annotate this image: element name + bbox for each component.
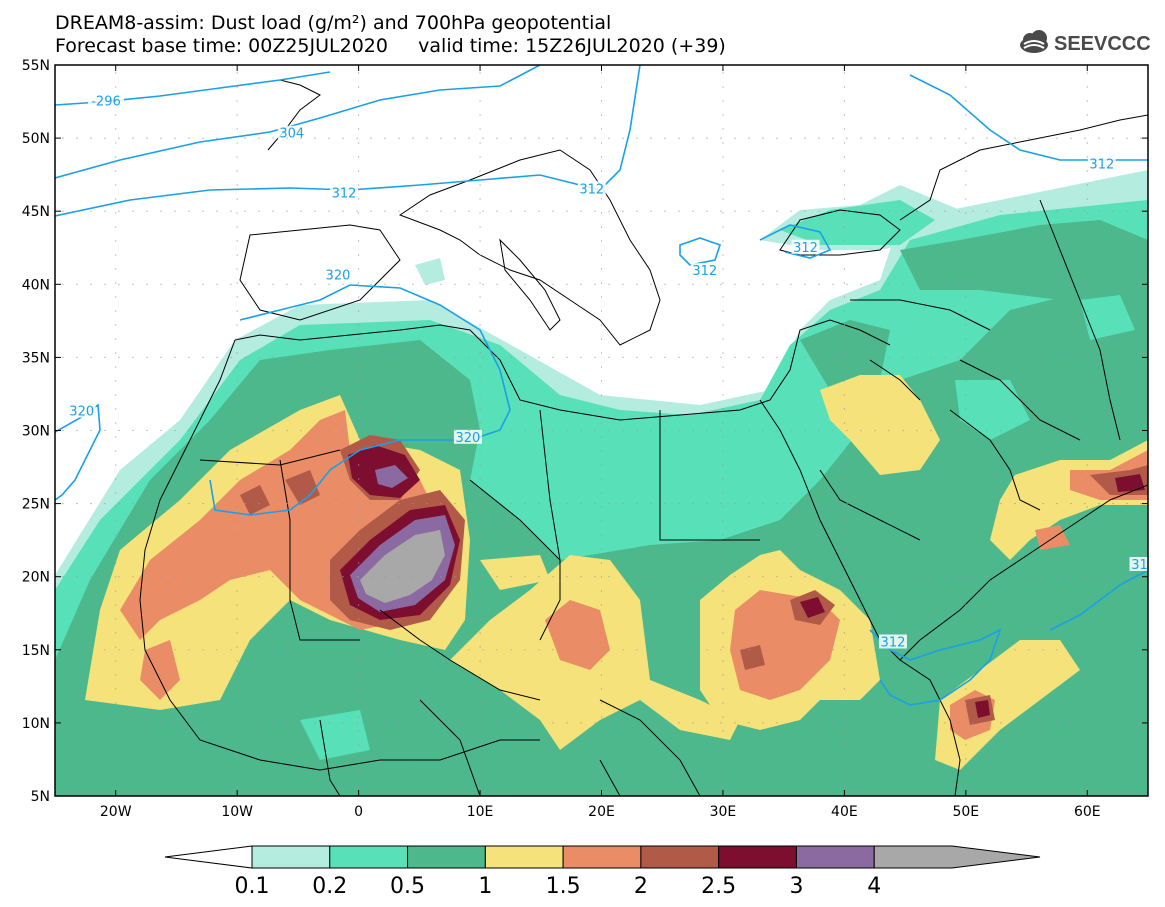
contour-label: 320 bbox=[455, 431, 480, 446]
colorbar-swatch bbox=[407, 845, 486, 869]
dust-band-4 bbox=[360, 530, 445, 603]
logo: SEEVCCC bbox=[1020, 30, 1151, 55]
contour-label: 320 bbox=[326, 269, 351, 284]
map-title: DREAM8-assim: Dust load (g/m²) and 700hP… bbox=[55, 12, 612, 34]
lon-label: 40E bbox=[831, 804, 858, 820]
lat-label: 20N bbox=[22, 570, 50, 586]
latitude-axis: 55N 50N 45N 40N 35N 30N 25N 20N 15N 10N 5N bbox=[22, 58, 1148, 805]
colorbar-tick: 0.1 bbox=[235, 874, 270, 899]
colorbar-swatch bbox=[795, 845, 875, 869]
contour-label: 312 bbox=[793, 241, 818, 256]
contour-label: 320 bbox=[69, 404, 94, 419]
lat-label: 10N bbox=[22, 716, 50, 732]
lon-label: 30E bbox=[710, 804, 737, 820]
forecast-time: Forecast base time: 00Z25JUL2020 valid t… bbox=[55, 35, 726, 57]
colorbar-swatch bbox=[873, 845, 1041, 869]
lat-label: 25N bbox=[22, 497, 50, 513]
colorbar-swatch bbox=[640, 845, 720, 869]
contour-label: 312 bbox=[1089, 157, 1114, 172]
logo-text: SEEVCCC bbox=[1054, 33, 1151, 55]
colorbar-swatch bbox=[251, 845, 331, 869]
contour-label: 304 bbox=[279, 127, 304, 142]
lon-label: 50E bbox=[952, 804, 979, 820]
cloud-icon bbox=[1020, 30, 1048, 53]
contour-label: 31 bbox=[1131, 558, 1148, 573]
lon-label: 10E bbox=[467, 804, 494, 820]
colorbar-tick: 2.5 bbox=[701, 874, 736, 899]
lon-label: 20W bbox=[100, 804, 132, 820]
colorbar-tick: 0.5 bbox=[390, 874, 425, 899]
colorbar-tick: 0.2 bbox=[312, 874, 347, 899]
lat-label: 30N bbox=[22, 424, 50, 440]
colorbar-swatch bbox=[329, 845, 409, 869]
lon-label: 20E bbox=[588, 804, 615, 820]
lat-label: 50N bbox=[22, 131, 50, 147]
colorbar-tick: 1.5 bbox=[546, 874, 581, 899]
lon-label: 0 bbox=[354, 804, 363, 820]
colorbar-swatch bbox=[718, 845, 797, 869]
lon-label: 10W bbox=[221, 804, 253, 820]
longitude-axis: 20W 10W 0 10E 20E 30E 40E 50E 60E bbox=[100, 65, 1101, 820]
colorbar-tick: 2 bbox=[634, 874, 648, 899]
lat-label: 40N bbox=[22, 277, 50, 293]
lat-label: 15N bbox=[22, 643, 50, 659]
contour-label: -296 bbox=[91, 95, 121, 110]
colorbar-under bbox=[164, 845, 253, 869]
contour-label: 312 bbox=[332, 187, 357, 202]
contour-label: 312 bbox=[579, 182, 604, 197]
lat-label: 35N bbox=[22, 350, 50, 366]
colorbar-tick: 3 bbox=[789, 874, 803, 899]
colorbar-tick: 1 bbox=[478, 874, 492, 899]
lat-label: 5N bbox=[31, 789, 50, 805]
colorbar-swatch bbox=[484, 845, 564, 869]
contour-label: 312 bbox=[692, 264, 717, 279]
dust-band-0.2-patches bbox=[300, 295, 1135, 760]
coastlines bbox=[139, 79, 1148, 796]
contour-label: 312 bbox=[881, 635, 906, 650]
colorbar-swatch bbox=[562, 845, 642, 869]
lat-label: 45N bbox=[22, 204, 50, 220]
contour-labels: -296 304 312 312 312 312 312 320 320 320 312 31 bbox=[67, 93, 1150, 650]
lon-label: 60E bbox=[1074, 804, 1101, 820]
colorbar-tick: 4 bbox=[867, 874, 881, 899]
lat-label: 55N bbox=[22, 58, 50, 74]
